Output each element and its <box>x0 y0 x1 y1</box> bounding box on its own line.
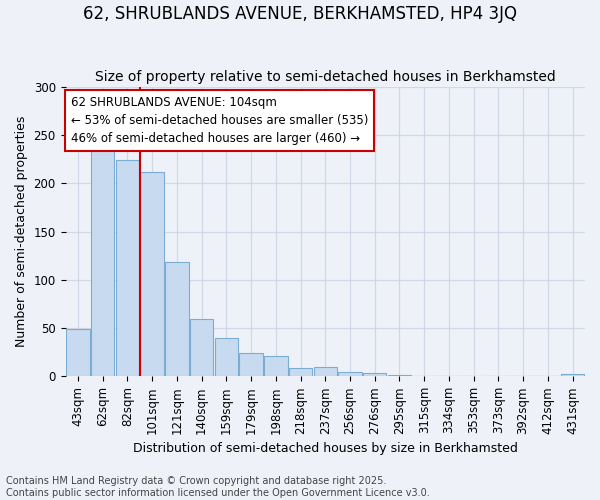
Bar <box>338 372 362 376</box>
Title: Size of property relative to semi-detached houses in Berkhamsted: Size of property relative to semi-detach… <box>95 70 556 85</box>
Bar <box>314 366 337 376</box>
X-axis label: Distribution of semi-detached houses by size in Berkhamsted: Distribution of semi-detached houses by … <box>133 442 518 455</box>
Bar <box>289 368 312 376</box>
Bar <box>165 262 188 376</box>
Bar <box>190 320 214 376</box>
Text: 62, SHRUBLANDS AVENUE, BERKHAMSTED, HP4 3JQ: 62, SHRUBLANDS AVENUE, BERKHAMSTED, HP4 … <box>83 5 517 23</box>
Y-axis label: Number of semi-detached properties: Number of semi-detached properties <box>15 116 28 348</box>
Bar <box>215 338 238 376</box>
Bar <box>116 160 139 376</box>
Bar <box>264 356 287 376</box>
Bar <box>91 143 115 376</box>
Text: 62 SHRUBLANDS AVENUE: 104sqm
← 53% of semi-detached houses are smaller (535)
46%: 62 SHRUBLANDS AVENUE: 104sqm ← 53% of se… <box>71 96 368 144</box>
Bar <box>239 353 263 376</box>
Text: Contains HM Land Registry data © Crown copyright and database right 2025.
Contai: Contains HM Land Registry data © Crown c… <box>6 476 430 498</box>
Bar <box>363 374 386 376</box>
Bar <box>140 172 164 376</box>
Bar <box>561 374 584 376</box>
Bar <box>66 329 89 376</box>
